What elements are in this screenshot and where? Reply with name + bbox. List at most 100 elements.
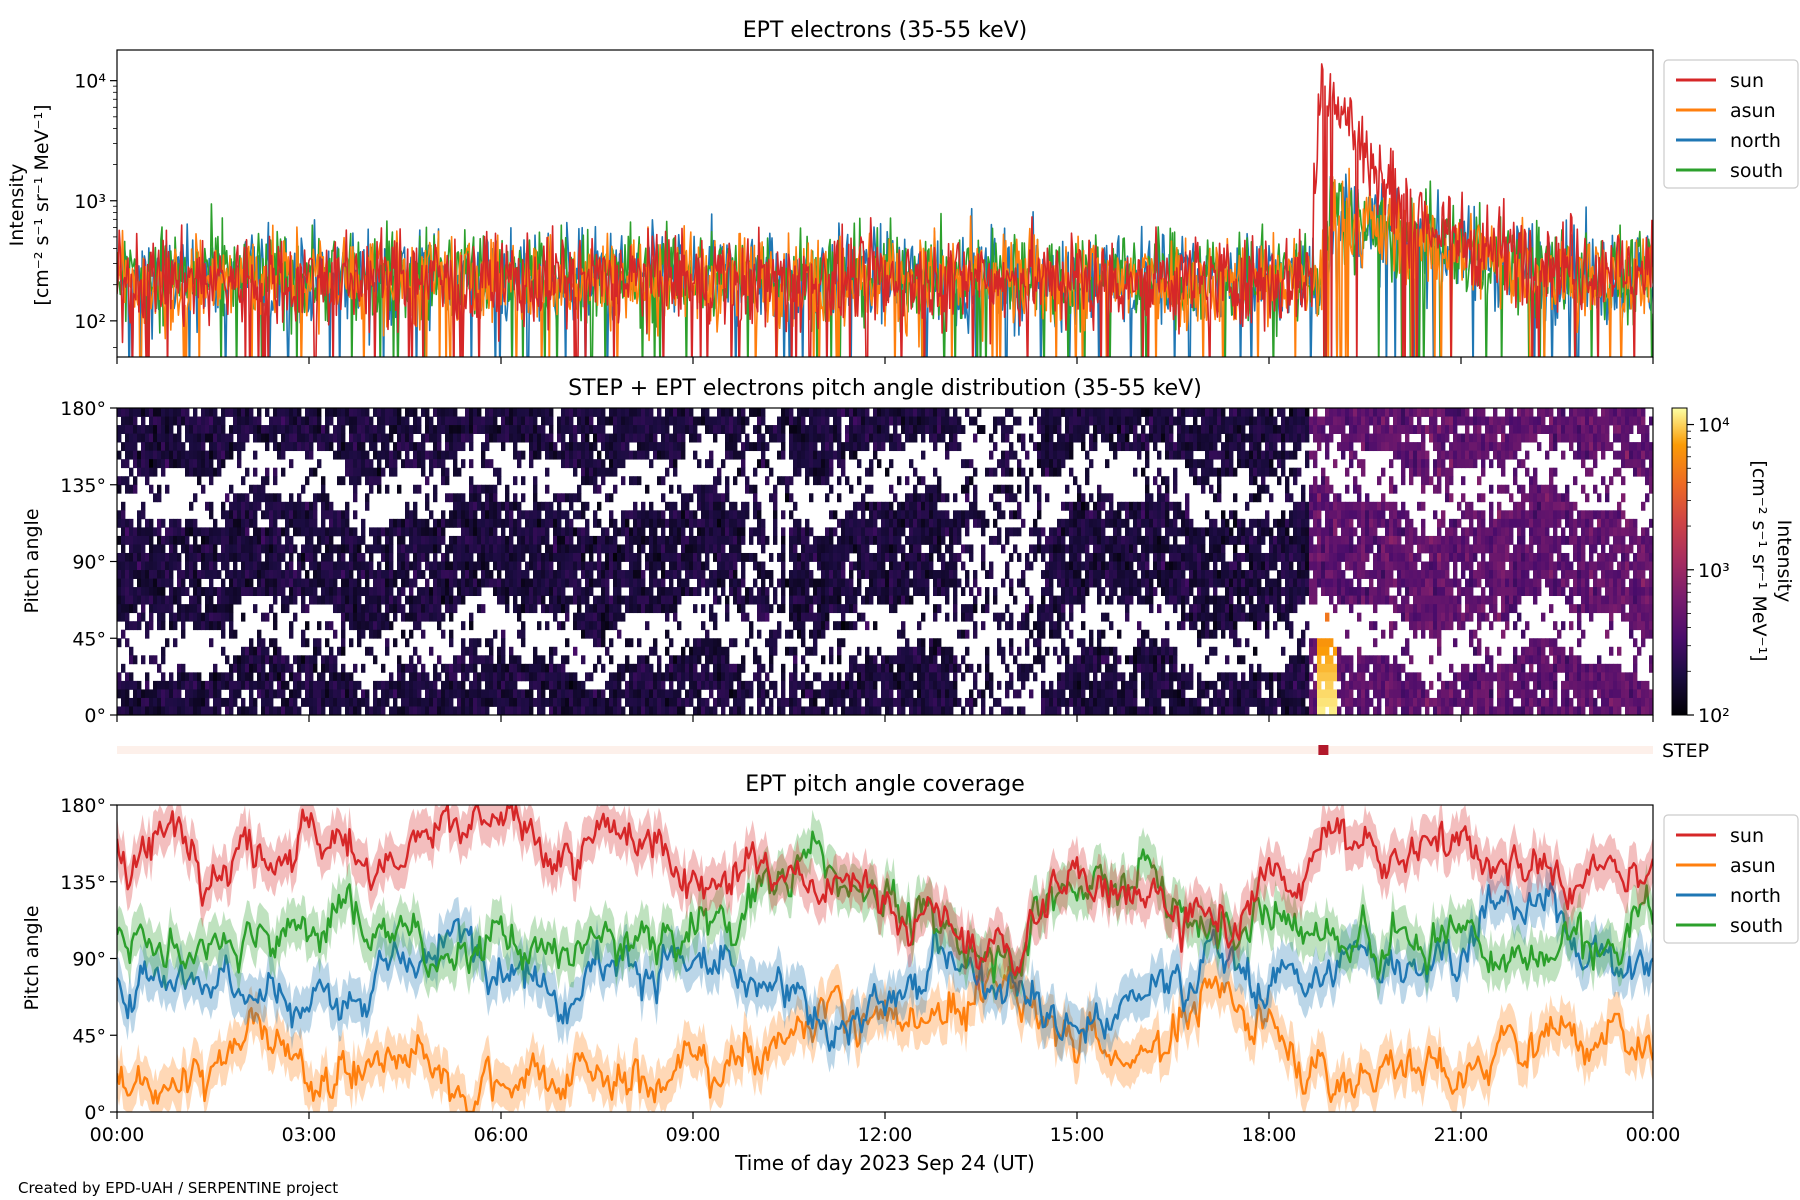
heatmap-cell <box>549 450 554 460</box>
heatmap-cell <box>793 442 798 452</box>
heatmap-cell <box>781 535 786 545</box>
heatmap-cell <box>581 535 586 545</box>
heatmap-cell <box>249 510 254 520</box>
heatmap-cell <box>581 408 586 417</box>
heatmap-cell <box>925 501 930 511</box>
heatmap-cell <box>241 416 246 426</box>
heatmap-cell <box>313 416 318 426</box>
heatmap-cell <box>461 518 466 528</box>
heatmap-cell <box>305 450 310 460</box>
heatmap-cell <box>733 425 738 434</box>
heatmap-cell <box>913 570 918 579</box>
heatmap-cell <box>729 680 734 690</box>
heatmap-cell <box>633 680 638 690</box>
heatmap-cell <box>637 706 642 716</box>
heatmap-cell <box>805 459 810 469</box>
heatmap-cell <box>273 425 278 434</box>
heatmap-cell <box>725 416 730 426</box>
heatmap-cell <box>177 552 182 562</box>
heatmap-cell <box>709 570 714 579</box>
heatmap-cell <box>229 680 234 690</box>
heatmap-cell <box>605 544 610 554</box>
heatmap-cell <box>769 629 774 639</box>
heatmap-cell <box>385 604 390 614</box>
heatmap-cell <box>909 646 914 656</box>
heatmap-cell <box>305 655 310 665</box>
heatmap-cell <box>325 697 330 707</box>
heatmap-cell <box>821 629 826 639</box>
heatmap-cell <box>137 706 142 716</box>
heatmap-cell <box>349 612 354 622</box>
heatmap-cell <box>125 621 130 631</box>
heatmap-cell <box>117 604 122 614</box>
heatmap-cell <box>661 493 666 503</box>
heatmap-cell <box>125 552 130 562</box>
heatmap-cell <box>793 646 798 656</box>
heatmap-cell <box>801 595 806 605</box>
heatmap-cell <box>721 510 726 520</box>
heatmap-cell <box>909 595 914 605</box>
heatmap-cell <box>909 518 914 528</box>
heatmap-cell <box>633 587 638 597</box>
heatmap-cell <box>473 587 478 597</box>
heatmap-cell <box>141 697 146 707</box>
heatmap-cell <box>589 578 594 588</box>
heatmap-cell <box>761 595 766 605</box>
heatmap-cell <box>405 663 410 673</box>
heatmap-cell <box>197 552 202 562</box>
heatmap-cell <box>369 484 374 494</box>
heatmap-cell <box>913 655 918 665</box>
heatmap-cell <box>517 578 522 588</box>
heatmap-cell <box>469 484 474 494</box>
heatmap-cell <box>557 663 562 673</box>
heatmap-cell <box>757 655 762 665</box>
heatmap-cell <box>197 467 202 477</box>
heatmap-cell <box>389 621 394 631</box>
heatmap-cell <box>661 578 666 588</box>
heatmap-cell <box>649 442 654 452</box>
heatmap-cell <box>737 518 742 528</box>
heatmap-cell <box>697 689 702 699</box>
heatmap-cell <box>201 612 206 622</box>
heatmap-cell <box>577 612 582 622</box>
heatmap-cell <box>317 638 322 648</box>
heatmap-cell <box>681 587 686 597</box>
heatmap-cell <box>717 408 722 417</box>
heatmap-cell <box>337 706 342 716</box>
heatmap-cell <box>269 706 274 716</box>
heatmap-cell <box>453 510 458 520</box>
heatmap-cell <box>717 518 722 528</box>
heatmap-cell <box>197 689 202 699</box>
heatmap-cell <box>201 587 206 597</box>
heatmap-cell <box>401 578 406 588</box>
heatmap-cell <box>873 416 878 426</box>
heatmap-cell <box>533 604 538 614</box>
heatmap-cell <box>913 578 918 588</box>
heatmap-cell <box>273 535 278 545</box>
heatmap-cell <box>797 459 802 469</box>
heatmap-cell <box>513 672 518 682</box>
heatmap-cell <box>293 672 298 682</box>
heatmap-cell <box>729 663 734 673</box>
heatmap-cell <box>621 570 626 579</box>
heatmap-cell <box>349 450 354 460</box>
heatmap-cell <box>713 510 718 520</box>
heatmap-cell <box>701 561 706 571</box>
heatmap-cell <box>589 689 594 699</box>
heatmap-cell <box>305 689 310 699</box>
heatmap-cell <box>565 459 570 469</box>
heatmap-cell <box>305 408 310 417</box>
heatmap-cell <box>177 518 182 528</box>
heatmap-cell <box>221 578 226 588</box>
heatmap-cell <box>373 570 378 579</box>
heatmap-cell <box>561 655 566 665</box>
heatmap-cell <box>857 672 862 682</box>
heatmap-cell <box>905 663 910 673</box>
heatmap-cell <box>473 689 478 699</box>
heatmap-cell <box>485 552 490 562</box>
heatmap-cell <box>485 433 490 443</box>
heatmap-cell <box>373 655 378 665</box>
heatmap-cell <box>149 689 154 699</box>
heatmap-cell <box>401 587 406 597</box>
heatmap-cell <box>677 561 682 571</box>
